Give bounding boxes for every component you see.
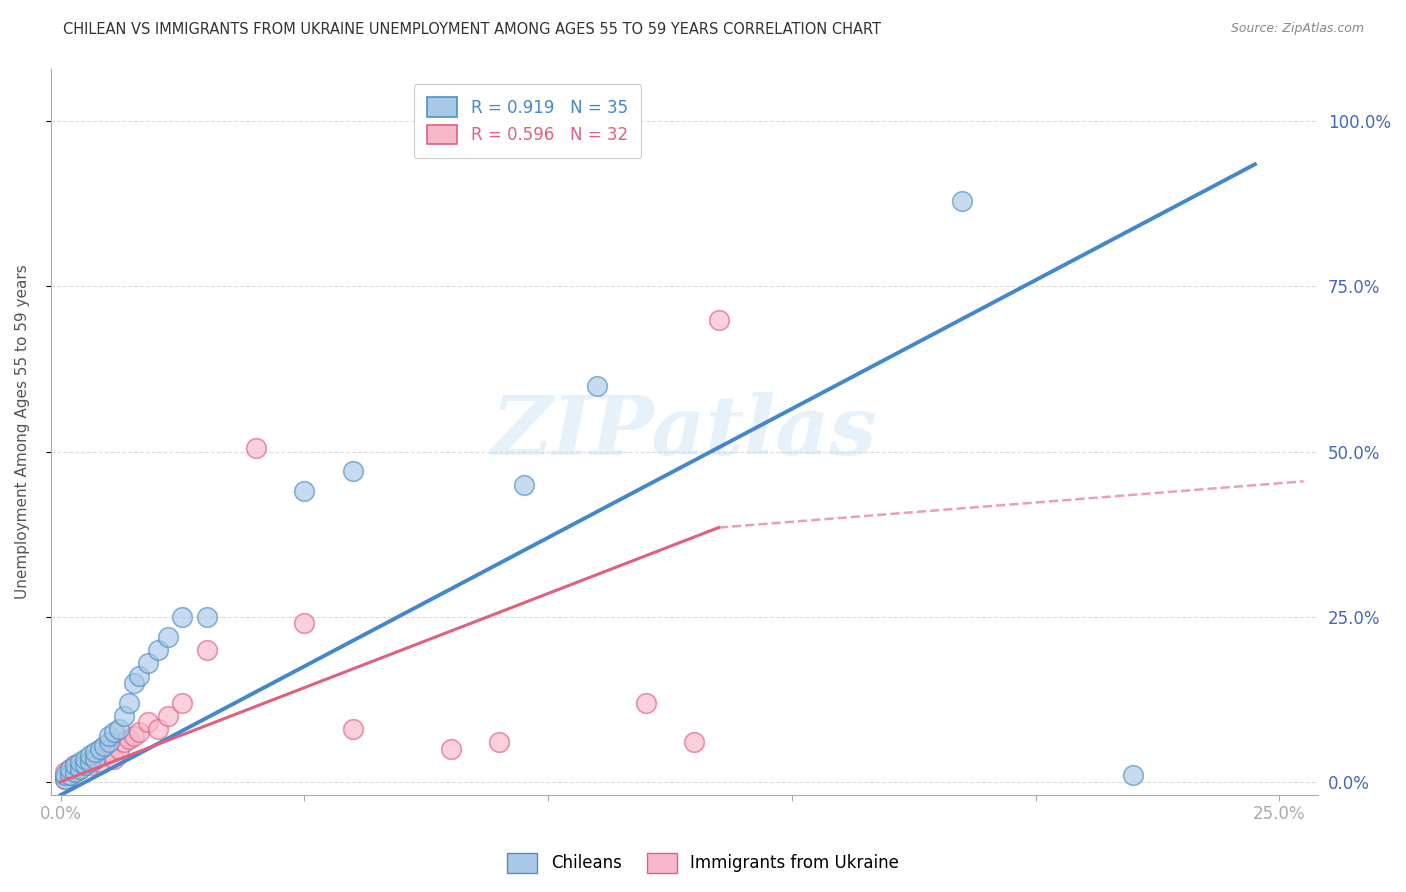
Point [83,745,105,759]
Point [83,752,105,766]
Point [172,609,194,624]
Point [156,708,179,723]
Text: CHILEAN VS IMMIGRANTS FROM UKRAINE UNEMPLOYMENT AMONG AGES 55 TO 59 YEARS CORREL: CHILEAN VS IMMIGRANTS FROM UKRAINE UNEMP… [63,22,882,37]
Point [122,729,145,743]
Point [108,741,131,756]
Point [342,722,364,736]
Point [108,722,131,736]
Point [112,708,135,723]
Point [73,758,96,772]
Point [63,758,86,772]
Point [59,762,82,776]
Point [195,642,218,657]
Legend: Chileans, Immigrants from Ukraine: Chileans, Immigrants from Ukraine [501,847,905,880]
Point [156,630,179,644]
Point [69,762,91,776]
Point [683,735,706,749]
Point [122,675,145,690]
Text: ZIPatlas: ZIPatlas [492,392,877,472]
Point [103,752,125,766]
Point [89,741,111,756]
Point [79,758,101,772]
Point [118,731,141,746]
Point [707,312,730,326]
Point [585,378,607,392]
Point [118,696,141,710]
Point [634,696,657,710]
Point [292,616,315,631]
Point [63,764,86,779]
Point [93,739,115,753]
Point [69,755,91,769]
Point [146,642,169,657]
Point [98,735,121,749]
Point [63,764,86,779]
Point [292,484,315,499]
Point [63,758,86,772]
Point [128,725,150,739]
Point [342,464,364,478]
Point [79,748,101,763]
Point [59,762,82,776]
Point [112,735,135,749]
Legend: R = 0.919   N = 35, R = 0.596   N = 32: R = 0.919 N = 35, R = 0.596 N = 32 [413,84,641,158]
Point [73,752,96,766]
Point [59,768,82,782]
Point [136,715,159,730]
Point [98,745,121,759]
Point [69,762,91,776]
Point [128,669,150,683]
Point [952,194,974,208]
Point [245,442,267,456]
Point [488,735,510,749]
Point [146,722,169,736]
Point [93,748,115,763]
Point [172,696,194,710]
Point [512,477,534,491]
Point [55,764,77,779]
Point [439,741,461,756]
Point [73,755,96,769]
Point [89,755,111,769]
Point [195,609,218,624]
Point [79,755,101,769]
Point [55,768,77,782]
Point [98,729,121,743]
Point [136,656,159,670]
Point [55,772,77,786]
Y-axis label: Unemployment Among Ages 55 to 59 years: Unemployment Among Ages 55 to 59 years [15,264,30,599]
Point [55,772,77,786]
Text: Source: ZipAtlas.com: Source: ZipAtlas.com [1230,22,1364,36]
Point [103,725,125,739]
Point [59,768,82,782]
Point [1122,768,1144,782]
Point [83,752,105,766]
